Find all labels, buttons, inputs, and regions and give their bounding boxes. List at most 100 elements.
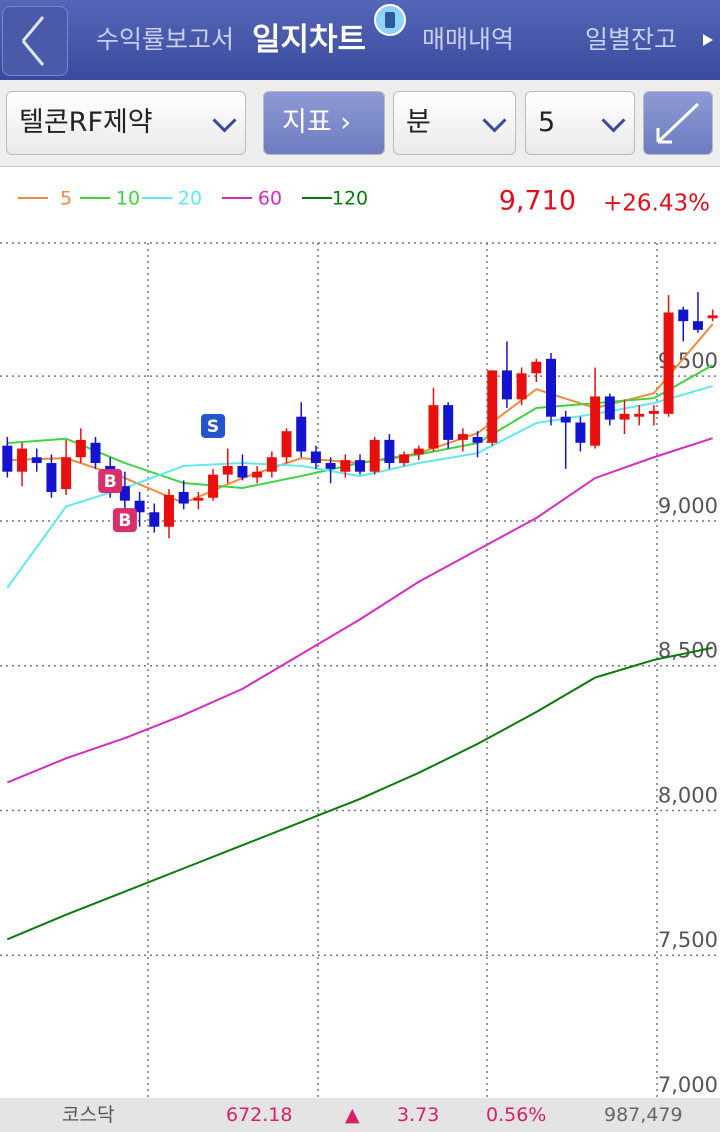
candle-body	[531, 361, 542, 374]
tab[interactable]: 수익률보고서	[96, 25, 235, 54]
indicator-label: 지표	[282, 107, 332, 138]
candle-body	[546, 358, 557, 417]
candle-body	[149, 512, 160, 527]
period-select[interactable]: 분	[393, 91, 516, 155]
candle-body	[501, 370, 512, 400]
candle-body	[634, 413, 645, 417]
signal-label: B	[104, 472, 117, 492]
legend-label: 5	[60, 188, 72, 210]
legend-label: 20	[178, 188, 202, 210]
tab[interactable]: 일별잔고	[585, 25, 678, 54]
legend-label: 10	[116, 188, 140, 210]
signal-marker	[112, 508, 137, 533]
candle-body	[678, 309, 689, 322]
stock-select[interactable]: 텔콘RF제약	[6, 91, 246, 155]
expand-button[interactable]	[643, 91, 713, 155]
candle-body	[369, 439, 380, 472]
candle-body	[663, 312, 674, 414]
ma-line	[6, 646, 713, 941]
candle-body	[604, 396, 615, 420]
candle-body	[46, 463, 57, 492]
candle-body	[178, 491, 189, 504]
candle-body	[296, 416, 307, 452]
period-label: 분	[406, 107, 431, 138]
volume: 987,479	[604, 1104, 683, 1126]
candle-body	[399, 454, 410, 464]
index-change: 3.73	[397, 1104, 440, 1126]
candle-body	[575, 422, 586, 443]
header: 수익률보고서 일지차트 매매내역 일별잔고	[0, 0, 720, 80]
candle-body	[487, 370, 498, 443]
y-tick-label: 8,500	[658, 639, 718, 663]
candle-body	[2, 445, 13, 472]
candle-body	[325, 463, 336, 469]
candle-body	[619, 413, 630, 420]
candle-body	[134, 500, 145, 513]
candle-body	[237, 465, 248, 478]
index-percent: 0.56%	[486, 1104, 547, 1126]
candle-body	[208, 474, 219, 498]
candle-body	[443, 405, 454, 440]
back-icon	[21, 16, 45, 66]
candle-body	[692, 321, 703, 330]
candle-body	[428, 405, 439, 449]
ma-line	[6, 437, 713, 784]
candle-body	[516, 373, 527, 400]
y-tick-label: 7,500	[658, 928, 718, 952]
candle-body	[310, 451, 321, 464]
candle-body	[90, 442, 101, 464]
candle-body	[707, 315, 718, 319]
indicator-button[interactable]: 지표 ›	[263, 91, 385, 155]
candle-body	[472, 436, 483, 443]
candle-body	[252, 471, 263, 478]
legend-label: 120	[332, 188, 368, 210]
market: 코스닥	[62, 1104, 115, 1126]
candle-body	[17, 448, 28, 472]
time-grid	[0, 242, 720, 1098]
candle-body	[457, 434, 468, 440]
signal-label: B	[118, 511, 131, 531]
candle-body	[355, 460, 365, 472]
interval-label: 5	[538, 107, 556, 138]
y-tick-label: 8,000	[658, 783, 718, 807]
candle-body	[75, 439, 86, 458]
up-arrow: ▲	[345, 1104, 360, 1126]
market-index: 672.18	[226, 1104, 293, 1126]
more-arrow	[703, 34, 713, 46]
change: +26.43%	[603, 191, 710, 217]
candle-body	[560, 416, 571, 423]
candle-body	[384, 439, 395, 464]
candle-body	[222, 465, 233, 475]
stock-name: 텔콘RF제약	[19, 107, 153, 138]
candle-body	[413, 448, 424, 455]
candle-body	[163, 494, 174, 527]
signal-label: S	[207, 417, 219, 437]
expand-icon	[656, 102, 700, 144]
signal-marker	[98, 468, 123, 493]
legend: 5 10 20 60 120	[18, 188, 368, 210]
candle-body	[266, 457, 277, 472]
sync-icon	[374, 4, 406, 36]
legend-label: 60	[258, 188, 282, 210]
y-tick-label: 9,000	[658, 494, 718, 518]
tab[interactable]: 매매내역	[422, 25, 515, 54]
price: 9,710	[499, 186, 576, 217]
candle-body	[31, 457, 42, 464]
back-button[interactable]	[2, 6, 68, 76]
y-tick-label: 7,000	[658, 1073, 718, 1097]
candle-body	[61, 457, 72, 490]
candle-body	[119, 486, 130, 501]
toolbar: 텔콘RF제약 지표 › 분 5	[0, 80, 720, 167]
candle-body	[648, 410, 659, 414]
candle-body	[590, 396, 601, 446]
candle-body	[340, 460, 351, 472]
footer: 코스닥 672.18 ▲ 3.73 0.56% 987,479	[0, 1098, 720, 1132]
candle-body	[281, 431, 292, 458]
interval-select[interactable]: 5	[525, 91, 635, 155]
tab-active[interactable]: 일지차트	[252, 22, 367, 58]
signal-marker	[201, 413, 226, 438]
candle-body	[193, 497, 204, 501]
